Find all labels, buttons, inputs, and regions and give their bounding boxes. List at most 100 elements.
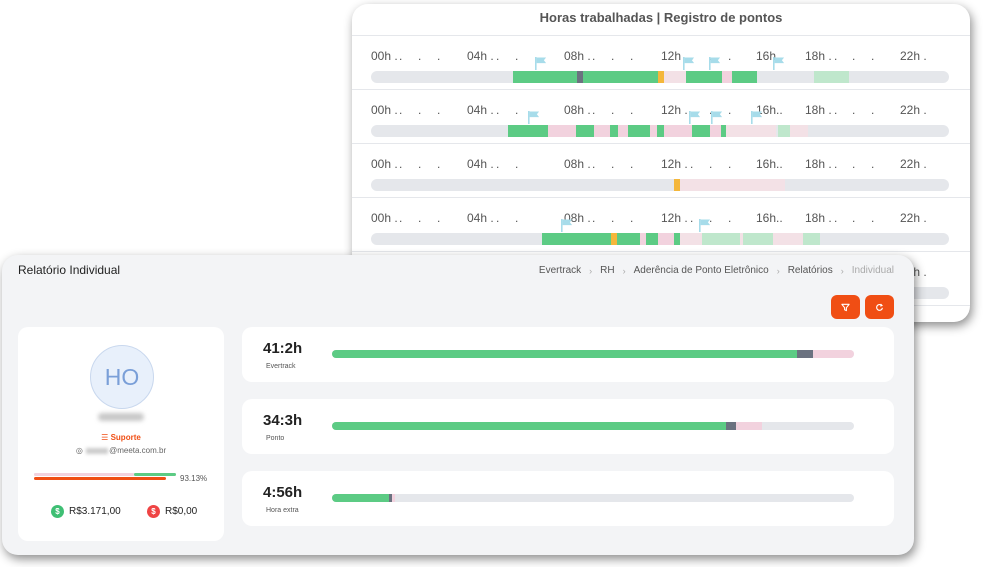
hour-dot: . xyxy=(834,211,838,225)
hour-dot: . xyxy=(728,157,732,171)
refresh-button[interactable] xyxy=(865,295,894,319)
breadcrumb-rh[interactable]: RH xyxy=(600,265,615,276)
flag-icon[interactable] xyxy=(708,56,722,70)
hour-dot: . xyxy=(728,49,732,63)
hour-dot: . xyxy=(871,211,875,225)
timeline-segment-worked[interactable] xyxy=(646,233,658,245)
day-timeline[interactable] xyxy=(371,71,949,83)
avatar-initials: HO xyxy=(104,363,140,390)
hour-dot: . xyxy=(515,211,519,225)
hour-label: 12h . xyxy=(661,49,688,63)
breadcrumb-evertrack[interactable]: Evertrack xyxy=(538,265,582,276)
day-timeline[interactable] xyxy=(371,179,949,191)
timeline-segment-pause[interactable] xyxy=(577,71,583,83)
flag-icon[interactable] xyxy=(710,110,724,124)
timeline-segment-pending[interactable] xyxy=(658,233,674,245)
amount-negative-value: R$0,00 xyxy=(165,506,198,517)
hour-label: 18h . xyxy=(805,157,832,171)
timeline-segment-pending[interactable] xyxy=(664,125,692,137)
timeline-segment-light-worked[interactable] xyxy=(743,233,773,245)
timeline-segment-light-pending[interactable] xyxy=(773,233,803,245)
hour-label: 04h . xyxy=(467,49,494,63)
hour-dot: . xyxy=(852,157,856,171)
timeline-segment-light-worked[interactable] xyxy=(778,125,790,137)
flag-icon[interactable] xyxy=(682,56,696,70)
breadcrumb-aderencia[interactable]: Aderência de Ponto Eletrônico xyxy=(633,265,769,276)
day-row: 00h .04h .08h .12h .16h .18h .22h ......… xyxy=(352,36,970,90)
flag-icon[interactable] xyxy=(750,110,764,124)
timeline-segment-worked[interactable] xyxy=(732,71,757,83)
timeline-segment-late[interactable] xyxy=(658,71,664,83)
timeline-segment-light-worked[interactable] xyxy=(814,71,849,83)
timeline-segment-light-pending[interactable] xyxy=(790,125,808,137)
timeline-segment-light-pending[interactable] xyxy=(680,233,702,245)
timeline-segment-worked[interactable] xyxy=(617,233,640,245)
timeline-segment-worked[interactable] xyxy=(583,71,658,83)
timeline-segment-worked[interactable] xyxy=(674,233,680,245)
breadcrumb: Evertrack › RH › Aderência de Ponto Elet… xyxy=(539,265,894,276)
timeline-segment-pending[interactable] xyxy=(640,233,646,245)
timeline-segment-light-pending[interactable] xyxy=(726,125,776,137)
flag-icon[interactable] xyxy=(560,218,574,232)
timeline-segment-light-pending[interactable] xyxy=(680,179,785,191)
chevron-right-icon: › xyxy=(840,265,844,276)
timeline-segment-light-pending[interactable] xyxy=(664,71,686,83)
metric-card-evertrack: 41:2h Evertrack xyxy=(242,327,894,382)
metric-progress xyxy=(332,350,854,358)
hour-dot: . xyxy=(611,103,615,117)
hour-dot: . xyxy=(592,103,596,117)
flag-icon[interactable] xyxy=(698,218,712,232)
timeline-segment-worked[interactable] xyxy=(628,125,650,137)
timeline-segment-light-worked[interactable] xyxy=(803,233,820,245)
timeline-segment-worked[interactable] xyxy=(657,125,664,137)
hour-dot: . xyxy=(515,157,519,171)
flag-icon[interactable] xyxy=(527,110,541,124)
flag-icon[interactable] xyxy=(534,56,548,70)
timeline-segment-worked[interactable] xyxy=(692,125,710,137)
hour-dot: . xyxy=(399,103,403,117)
day-timeline[interactable] xyxy=(371,125,949,137)
hour-label: 18h . xyxy=(805,49,832,63)
hour-dot: . xyxy=(418,211,422,225)
timeline-segment-late[interactable] xyxy=(674,179,680,191)
amount-negative: $ R$0,00 xyxy=(147,505,197,518)
hour-dot: . xyxy=(515,103,519,117)
timeline-segment-pending[interactable] xyxy=(594,125,610,137)
day-timeline[interactable] xyxy=(371,233,949,245)
timeline-segment-pending[interactable] xyxy=(650,125,657,137)
timeline-segment-late[interactable] xyxy=(611,233,617,245)
hour-label: 00h . xyxy=(371,103,398,117)
hour-dot: . xyxy=(399,157,403,171)
timeline-segment-worked[interactable] xyxy=(686,71,722,83)
timeline-segment-worked[interactable] xyxy=(721,125,726,137)
breadcrumb-relatorios[interactable]: Relatórios xyxy=(787,265,833,276)
hour-label: 12h . xyxy=(661,211,688,225)
timeline-segment-worked[interactable] xyxy=(508,125,548,137)
flag-icon[interactable] xyxy=(772,56,786,70)
timeline-segment-worked[interactable] xyxy=(513,71,577,83)
timeline-segment-pending[interactable] xyxy=(710,125,721,137)
hour-dot: . xyxy=(834,103,838,117)
hour-dot: . xyxy=(776,49,780,63)
timeline-segment-worked[interactable] xyxy=(542,233,611,245)
timeline-segment-pending[interactable] xyxy=(548,125,576,137)
flag-icon[interactable] xyxy=(688,110,702,124)
hour-label: 22h . xyxy=(900,49,927,63)
metric-label: Hora extra xyxy=(266,507,299,514)
hour-dot: . xyxy=(592,157,596,171)
hour-label: 18h . xyxy=(805,103,832,117)
timeline-segment-pending[interactable] xyxy=(618,125,628,137)
filter-button[interactable] xyxy=(831,295,860,319)
timeline-segment-pending[interactable] xyxy=(722,71,732,83)
timeline-segment-worked[interactable] xyxy=(610,125,618,137)
hour-dot: . xyxy=(437,49,441,63)
hour-dot: . xyxy=(630,49,634,63)
hour-dot: . xyxy=(852,211,856,225)
timeline-segment-light-worked[interactable] xyxy=(702,233,740,245)
hour-dot: . xyxy=(592,211,596,225)
hour-dot: . xyxy=(834,157,838,171)
timeline-segment-worked[interactable] xyxy=(576,125,594,137)
hour-dot: . xyxy=(871,157,875,171)
hour-dot: . xyxy=(690,211,694,225)
progress-fill-pause xyxy=(389,494,392,502)
